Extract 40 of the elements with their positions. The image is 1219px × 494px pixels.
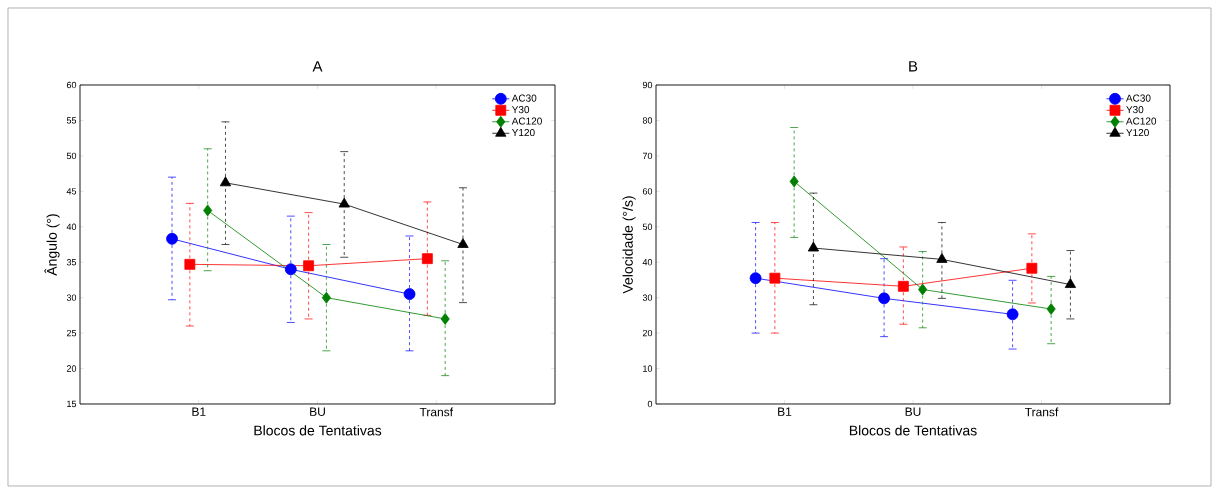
y-tick-label: 10 — [643, 365, 653, 372]
y-tick-label: 60 — [66, 81, 77, 89]
y-tick-label: 40 — [642, 259, 653, 266]
y-tick-label: 90 — [642, 81, 653, 89]
y-tick-label: 55 — [66, 117, 77, 124]
y-tick-label: 80 — [642, 117, 653, 124]
legend-label: Y120 — [1126, 129, 1149, 137]
x-tick-label: B1 — [192, 407, 206, 416]
legend-label: AC30 — [1125, 94, 1151, 102]
y-tick-label: 20 — [642, 329, 653, 337]
y-tick-label: 40 — [66, 223, 77, 230]
y-tick-label: 60 — [642, 188, 653, 195]
y-tick-label: 30 — [66, 294, 77, 301]
y-tick-label: 45 — [66, 188, 77, 195]
x-tick-label: B1 — [778, 407, 792, 416]
chart-title: A — [312, 61, 323, 72]
x-tick-label: Transf — [1024, 407, 1059, 417]
y-axis-title: Velocidade (°/s) — [622, 196, 636, 294]
legend-label: AC120 — [1125, 117, 1157, 125]
y-tick-label: 15 — [67, 400, 77, 408]
y-tick-label: 50 — [642, 223, 653, 230]
y-tick-label: 25 — [66, 329, 77, 337]
y-axis-title: Ângulo (°) — [44, 214, 60, 276]
y-tick-label: 50 — [66, 152, 77, 160]
y-tick-label: 35 — [66, 259, 77, 266]
y-tick-label: 0 — [647, 400, 653, 408]
x-axis-title: Blocos de Tentativas — [849, 425, 977, 436]
legend-label: Y30 — [511, 106, 530, 114]
y-tick-label: 30 — [642, 294, 653, 301]
x-tick-label: Transf — [419, 407, 454, 417]
chart-title: B — [909, 61, 918, 72]
legend-label: Y30 — [1126, 106, 1144, 114]
x-axis-title: Blocos de Tentativas — [254, 425, 382, 436]
x-tick-label: BU — [905, 407, 921, 416]
legend-label: AC30 — [511, 94, 537, 102]
x-tick-label: BU — [310, 407, 325, 416]
legend-label: AC120 — [511, 117, 542, 125]
y-tick-label: 70 — [642, 152, 653, 160]
y-tick-label: 20 — [66, 365, 77, 372]
legend-label: Y120 — [511, 129, 535, 137]
